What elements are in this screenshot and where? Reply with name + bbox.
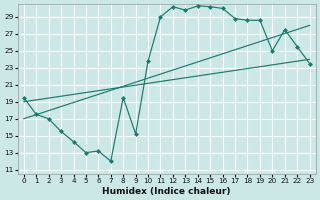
X-axis label: Humidex (Indice chaleur): Humidex (Indice chaleur): [102, 187, 231, 196]
